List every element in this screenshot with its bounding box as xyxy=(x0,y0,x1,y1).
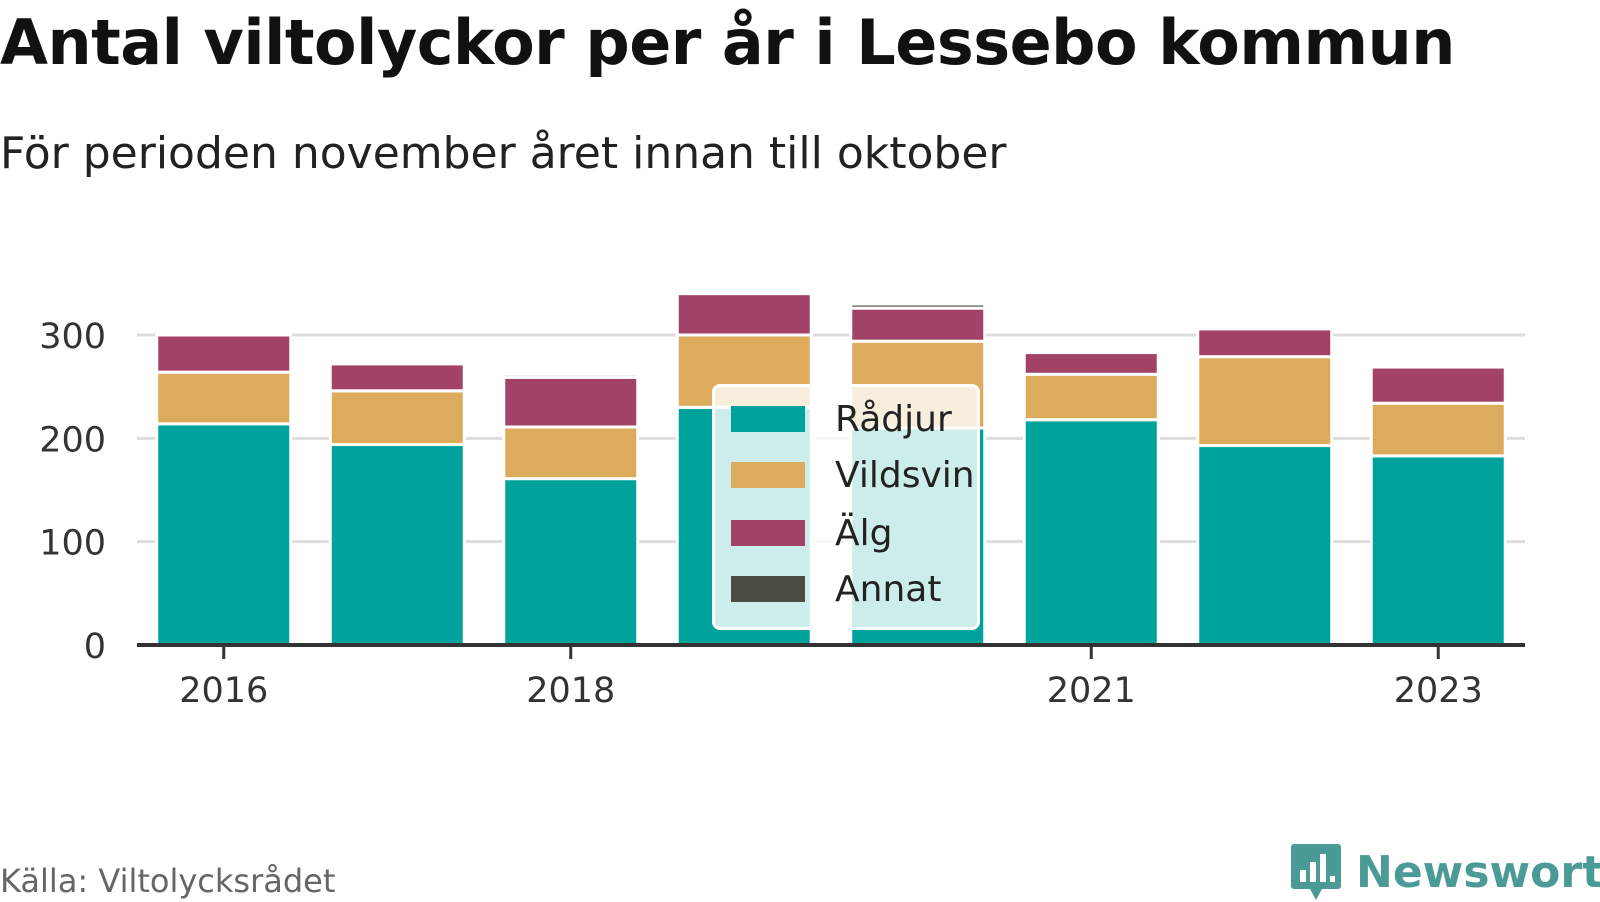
bar-segment-2022-rådjur xyxy=(1196,444,1334,647)
bar-segment-2023-älg xyxy=(1369,365,1507,405)
legend-swatch-radjur xyxy=(731,406,805,432)
bar-segment-2021-vildsvin xyxy=(1022,372,1160,422)
chart-legend: Rådjur Vildsvin Älg Annat xyxy=(712,384,980,630)
bar-segment-2016-älg xyxy=(155,333,293,374)
legend-swatch-annat xyxy=(731,576,805,602)
bar-segment-2016-vildsvin xyxy=(155,370,293,426)
legend-swatch-alg xyxy=(731,520,805,546)
brand-logo-group[interactable]: Newsworthy xyxy=(1290,842,1600,902)
y-tick-label: 0 xyxy=(84,627,106,667)
x-tick-label: 2023 xyxy=(1394,671,1483,711)
y-tick-label: 200 xyxy=(39,420,106,460)
bar-segment-2017-rådjur xyxy=(328,443,466,647)
bar-segment-2023-rådjur xyxy=(1369,454,1507,647)
bar-segment-2023-annat xyxy=(1369,363,1507,369)
legend-item-radjur: Rådjur xyxy=(731,398,952,440)
legend-label: Rådjur xyxy=(835,398,952,440)
legend-label: Vildsvin xyxy=(835,454,975,496)
legend-label: Älg xyxy=(835,512,893,554)
bar-segment-2016-rådjur xyxy=(155,422,293,647)
legend-item-annat: Annat xyxy=(731,568,942,610)
bar-chart-speech-bubble-icon xyxy=(1291,844,1341,900)
bar-segment-2017-älg xyxy=(328,362,466,393)
bar-segment-2019-älg xyxy=(675,292,813,337)
bar-segment-2020-annat xyxy=(849,302,987,310)
x-tick-label: 2016 xyxy=(179,671,268,711)
legend-swatch-vildsvin xyxy=(731,462,805,488)
chart-subtitle: För perioden november året innan till ok… xyxy=(0,128,1007,179)
x-tick-label: 2021 xyxy=(1047,671,1136,711)
bar-segment-2018-vildsvin xyxy=(502,425,640,481)
bar-segment-2021-älg xyxy=(1022,351,1160,376)
source-note: Källa: Viltolycksrådet xyxy=(0,862,336,900)
y-tick-label: 100 xyxy=(39,524,106,564)
y-tick-label: 300 xyxy=(39,317,106,357)
legend-item-vildsvin: Vildsvin xyxy=(731,454,975,496)
bar-segment-2022-älg xyxy=(1196,327,1334,359)
bar-segment-2022-vildsvin xyxy=(1196,355,1334,448)
brand-name: Newsworthy xyxy=(1356,846,1600,898)
legend-label: Annat xyxy=(835,568,942,610)
bar-segment-2020-älg xyxy=(849,306,987,343)
bar-segment-2022-annat xyxy=(1196,325,1334,331)
chart-title: Antal viltolyckor per år i Lessebo kommu… xyxy=(0,6,1455,79)
bar-segment-2018-rådjur xyxy=(502,477,640,647)
bars-layer xyxy=(155,292,1507,647)
bar-segment-2018-älg xyxy=(502,375,640,429)
axis-layer: 0 100 200 300 2016 2018 2021 2023 xyxy=(39,317,1525,711)
legend-item-alg: Älg xyxy=(731,512,893,554)
bar-segment-2017-vildsvin xyxy=(328,389,466,447)
bar-segment-2023-vildsvin xyxy=(1369,401,1507,458)
x-tick-label: 2018 xyxy=(526,671,615,711)
bar-segment-2021-rådjur xyxy=(1022,418,1160,647)
bar-segment-2018-annat xyxy=(502,372,640,379)
